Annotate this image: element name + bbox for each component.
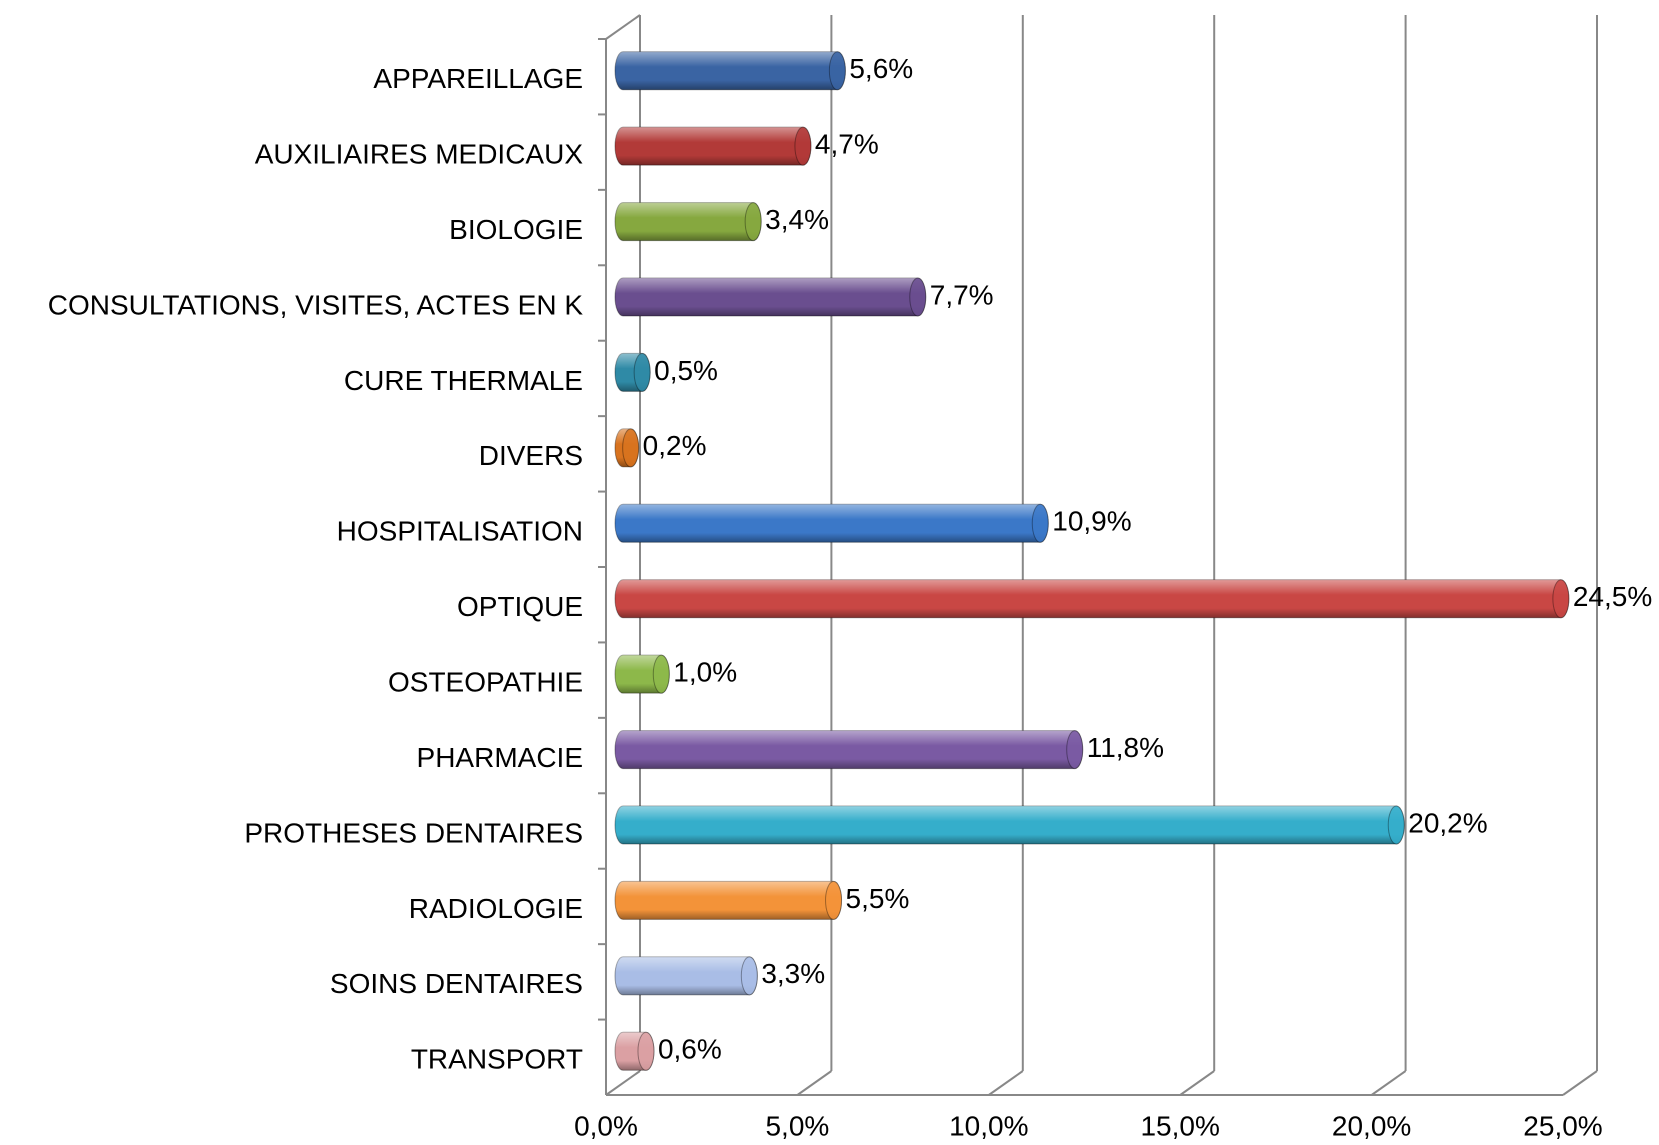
y-tick-label: PHARMACIE <box>417 742 583 773</box>
bar-cap <box>1031 503 1049 543</box>
axis-line <box>605 14 641 40</box>
bar <box>614 579 1570 619</box>
y-tick-label: SOINS DENTAIRES <box>330 968 583 999</box>
x-tick-label: 25,0% <box>1523 1110 1602 1141</box>
grid-line <box>1371 1070 1407 1096</box>
x-tick-label: 5,0% <box>765 1110 829 1141</box>
grid-line <box>1562 1070 1598 1096</box>
data-label: 0,6% <box>658 1034 722 1065</box>
x-tick-label: 10,0% <box>949 1110 1028 1141</box>
y-tick-label: AUXILIAIRES MEDICAUX <box>255 139 584 170</box>
data-label: 7,7% <box>930 279 994 310</box>
y-tick-label: HOSPITALISATION <box>337 516 583 547</box>
y-tick-label: DIVERS <box>479 440 583 471</box>
data-label: 5,6% <box>849 53 913 84</box>
grid-line <box>796 1070 832 1096</box>
data-label: 3,3% <box>761 958 825 989</box>
data-label: 24,5% <box>1573 581 1652 612</box>
bar-cap <box>633 352 651 392</box>
bar-cap <box>740 956 758 996</box>
data-label: 3,4% <box>765 204 829 235</box>
bar-shade <box>615 956 758 995</box>
bar <box>614 503 1049 543</box>
y-tick-label: TRANSPORT <box>411 1044 583 1075</box>
bar-shade <box>615 881 842 920</box>
data-label: 0,5% <box>654 355 718 386</box>
bar-cap <box>794 126 812 166</box>
bar <box>614 956 758 996</box>
bar-shade <box>615 806 1405 844</box>
bar-cap <box>909 277 927 317</box>
grid-line <box>605 1070 641 1096</box>
grid-line <box>1179 1070 1215 1096</box>
data-label: 5,5% <box>846 883 910 914</box>
y-tick-label: CURE THERMALE <box>344 365 583 396</box>
bar-cap <box>744 202 762 242</box>
bar-shade <box>615 504 1049 543</box>
bar <box>614 730 1084 770</box>
x-tick-label: 0,0% <box>574 1110 638 1141</box>
data-label: 10,9% <box>1052 506 1131 537</box>
bar <box>614 805 1405 845</box>
data-label: 0,2% <box>643 430 707 461</box>
y-tick-label: PROTHESES DENTAIRES <box>244 817 583 848</box>
bar-cap <box>828 51 846 91</box>
bar-shade <box>615 278 926 316</box>
x-tick-label: 15,0% <box>1140 1110 1219 1141</box>
bar <box>614 202 762 242</box>
bar-shade <box>615 127 811 166</box>
y-tick-label: CONSULTATIONS, VISITES, ACTES EN K <box>48 289 584 320</box>
data-label: 20,2% <box>1408 807 1487 838</box>
bar <box>614 1031 655 1071</box>
bar <box>614 880 843 920</box>
y-tick-label: OPTIQUE <box>457 591 583 622</box>
bar-shade <box>615 202 762 241</box>
bar <box>614 352 651 392</box>
data-label: 4,7% <box>815 129 879 160</box>
bar <box>614 654 670 694</box>
bar-cap <box>1387 805 1405 845</box>
bar-shade <box>615 579 1569 618</box>
y-tick-label: APPAREILLAGE <box>373 63 583 94</box>
bar <box>614 428 640 468</box>
bar-cap <box>622 428 640 468</box>
bar <box>614 277 927 317</box>
data-label: 1,0% <box>673 657 737 688</box>
bar-shade <box>615 730 1083 769</box>
bar-cap <box>1552 579 1570 619</box>
grid-line <box>988 1070 1024 1096</box>
bar-cap <box>825 880 843 920</box>
bar <box>614 126 812 166</box>
y-tick-label: BIOLOGIE <box>449 214 583 245</box>
bar <box>614 51 846 91</box>
y-tick-label: RADIOLOGIE <box>409 893 583 924</box>
y-tick-label: OSTEOPATHIE <box>388 667 583 698</box>
bar-cap <box>637 1031 655 1071</box>
bar-cap <box>1066 730 1084 770</box>
x-tick-label: 20,0% <box>1332 1110 1411 1141</box>
bar-shade <box>615 51 846 90</box>
data-label: 11,8% <box>1087 732 1164 763</box>
bar-cap <box>652 654 670 694</box>
